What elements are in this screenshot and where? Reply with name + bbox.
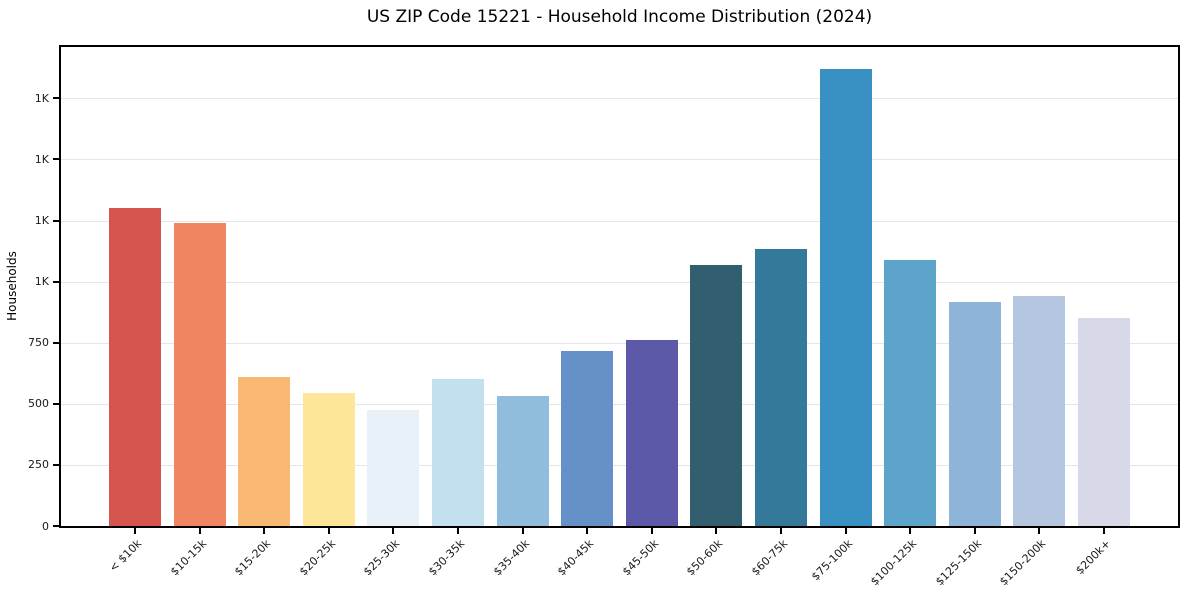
gridline bbox=[61, 98, 1178, 100]
x-tick bbox=[1038, 528, 1041, 534]
bar bbox=[755, 248, 807, 526]
x-tick bbox=[392, 528, 395, 534]
y-tick-label: 1K bbox=[34, 275, 49, 289]
x-tick bbox=[909, 528, 912, 534]
bar bbox=[367, 409, 420, 526]
bar bbox=[173, 222, 226, 526]
x-tick bbox=[1103, 528, 1105, 534]
x-tick bbox=[650, 528, 653, 534]
gridline bbox=[61, 403, 1178, 405]
bar bbox=[432, 379, 484, 526]
x-tick bbox=[844, 528, 847, 534]
x-tick bbox=[780, 528, 782, 534]
bar bbox=[625, 340, 678, 526]
y-tick-label: 1K bbox=[34, 91, 49, 105]
x-tick-label: < $10k bbox=[106, 537, 145, 575]
x-tick bbox=[457, 528, 459, 534]
y-tick-label: 1K bbox=[34, 214, 49, 227]
x-tick bbox=[521, 528, 524, 534]
x-tick bbox=[198, 528, 201, 534]
bar bbox=[819, 69, 872, 526]
gridline bbox=[61, 342, 1178, 344]
y-tick-label: 1K bbox=[34, 152, 49, 166]
x-tick bbox=[586, 528, 589, 534]
bar bbox=[948, 302, 1001, 526]
y-tick bbox=[53, 463, 59, 466]
bar bbox=[1078, 318, 1130, 526]
plot-area bbox=[59, 45, 1180, 528]
y-tick bbox=[53, 158, 59, 161]
bar bbox=[884, 259, 937, 526]
bar bbox=[1013, 296, 1066, 526]
y-tick bbox=[53, 402, 59, 405]
y-tick bbox=[53, 97, 59, 100]
bar bbox=[690, 264, 743, 526]
x-tick bbox=[134, 528, 136, 534]
bar bbox=[496, 396, 549, 526]
y-tick-label: 750 bbox=[28, 336, 49, 350]
x-tick bbox=[263, 528, 266, 534]
chart-title: US ZIP Code 15221 - Household Income Dis… bbox=[366, 7, 873, 27]
gridline bbox=[61, 281, 1178, 283]
bar bbox=[238, 376, 291, 526]
y-tick bbox=[53, 219, 59, 222]
bar bbox=[302, 392, 355, 526]
bar bbox=[109, 208, 161, 526]
gridline bbox=[61, 159, 1178, 161]
x-tick bbox=[715, 528, 718, 534]
y-tick-label: 500 bbox=[28, 397, 49, 411]
y-tick bbox=[53, 525, 59, 527]
y-tick-label: 0 bbox=[42, 519, 49, 533]
bar bbox=[561, 351, 614, 526]
y-tick-label: 250 bbox=[28, 458, 49, 472]
gridline bbox=[61, 220, 1178, 222]
y-tick bbox=[53, 341, 59, 344]
y-tick bbox=[53, 280, 59, 283]
gridline bbox=[61, 464, 1178, 466]
x-tick bbox=[327, 528, 330, 534]
x-tick bbox=[973, 528, 976, 534]
